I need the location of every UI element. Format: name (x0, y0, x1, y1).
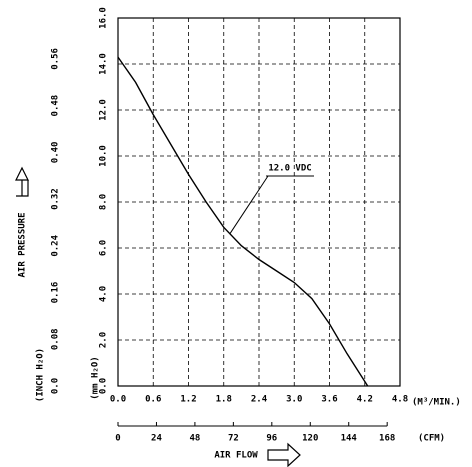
y-tick-label: 14.0 (99, 53, 109, 75)
y2-tick-label: 0.56 (51, 48, 61, 70)
x2-tick-label: 96 (266, 434, 277, 444)
y-tick-label: 12.0 (99, 99, 109, 121)
y2-unit: (INCH H₂O) (36, 348, 46, 402)
up-arrow (15, 166, 29, 196)
x-tick-label: 4.8 (392, 395, 408, 405)
y-tick-label: 10.0 (99, 145, 109, 167)
x-tick-label: 0.0 (110, 395, 126, 405)
y-tick-label: 2.0 (99, 332, 109, 348)
x2-tick-label: 24 (151, 434, 162, 444)
x2-tick-label: 0 (115, 434, 120, 444)
y2-tick-label: 0.0 (51, 378, 61, 394)
y2-tick-label: 0.16 (51, 282, 61, 304)
x-tick-label: 1.2 (180, 395, 196, 405)
x-tick-label: 3.6 (321, 395, 337, 405)
y2-tick-label: 0.08 (51, 328, 61, 350)
x2-tick-label: 72 (228, 434, 239, 444)
y2-tick-label: 0.48 (51, 95, 61, 117)
curve (117, 56, 369, 387)
x-tick-label: 4.2 (357, 395, 373, 405)
x-tick-label: 2.4 (251, 395, 268, 405)
x2-tick-label: 168 (379, 434, 395, 444)
right-arrow (267, 442, 301, 467)
y-axis-label: AIR PRESSURE (18, 212, 28, 277)
y-tick-label: 6.0 (99, 240, 109, 256)
x2-tick-label: 144 (341, 434, 358, 444)
x-tick-label: 0.6 (145, 395, 161, 405)
x2-tick-label: 120 (302, 434, 318, 444)
x2-unit: (CFM) (418, 434, 445, 444)
x-tick-label: 1.8 (216, 395, 232, 405)
y2-tick-label: 0.40 (51, 142, 61, 164)
up-arrow (16, 180, 29, 197)
y-unit: (mm H₂O) (91, 356, 101, 399)
x-tick-label: 3.0 (286, 395, 302, 405)
annotation-label: 12.0 VDC (268, 164, 311, 174)
x-unit: (M³/MIN.) (412, 398, 461, 408)
y-tick-label: 16.0 (99, 7, 109, 29)
y2-tick-label: 0.32 (51, 188, 61, 210)
y-tick-label: 4.0 (99, 286, 109, 302)
x-axis-label: AIR FLOW (214, 451, 258, 461)
annotation-leader (229, 175, 269, 235)
y-tick-label: 8.0 (99, 194, 109, 210)
y2-tick-label: 0.24 (51, 234, 61, 256)
x2-tick-label: 48 (189, 434, 200, 444)
y-tick-label: 0.0 (99, 378, 109, 394)
